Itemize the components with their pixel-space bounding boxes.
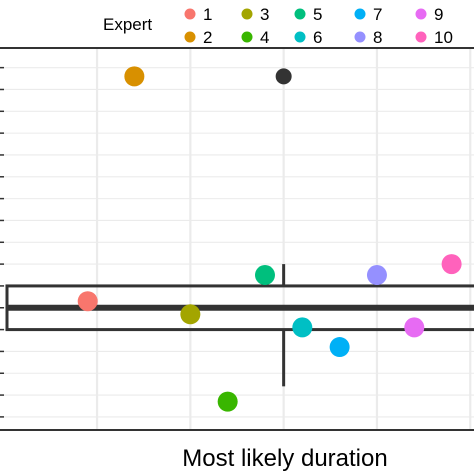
expert-point-9 [404, 317, 425, 338]
legend-key-6 [294, 31, 306, 43]
legend-key-7 [354, 8, 366, 20]
legend-label-10: 10 [434, 28, 453, 47]
expert-point-4 [217, 391, 238, 412]
legend: Expert 1 2 3 4 5 6 7 8 9 10 [103, 5, 453, 47]
legend-label-6: 6 [313, 28, 322, 47]
expert-point-2 [124, 66, 145, 87]
expert-point-10 [441, 254, 462, 275]
expert-point-3 [180, 304, 201, 325]
outlier-point [275, 68, 292, 85]
legend-key-2 [184, 31, 196, 43]
legend-label-8: 8 [373, 28, 382, 47]
x-axis-label: Most likely duration [182, 445, 387, 472]
expert-point-5 [254, 265, 275, 286]
legend-key-9 [415, 8, 427, 20]
plot-panel [0, 47, 474, 431]
expert-point-8 [366, 265, 387, 286]
legend-label-2: 2 [203, 28, 212, 47]
legend-key-10 [415, 31, 427, 43]
legend-label-1: 1 [203, 5, 212, 24]
legend-key-1 [184, 8, 196, 20]
legend-key-4 [241, 31, 253, 43]
expert-point-1 [77, 291, 98, 312]
expert-point-6 [292, 317, 313, 338]
legend-label-3: 3 [260, 5, 269, 24]
legend-label-4: 4 [260, 28, 269, 47]
legend-key-3 [241, 8, 253, 20]
expert-point-7 [329, 337, 350, 358]
legend-title: Expert [103, 15, 152, 34]
legend-label-7: 7 [373, 5, 382, 24]
legend-label-5: 5 [313, 5, 322, 24]
legend-label-9: 9 [434, 5, 443, 24]
legend-key-5 [294, 8, 306, 20]
legend-key-8 [354, 31, 366, 43]
